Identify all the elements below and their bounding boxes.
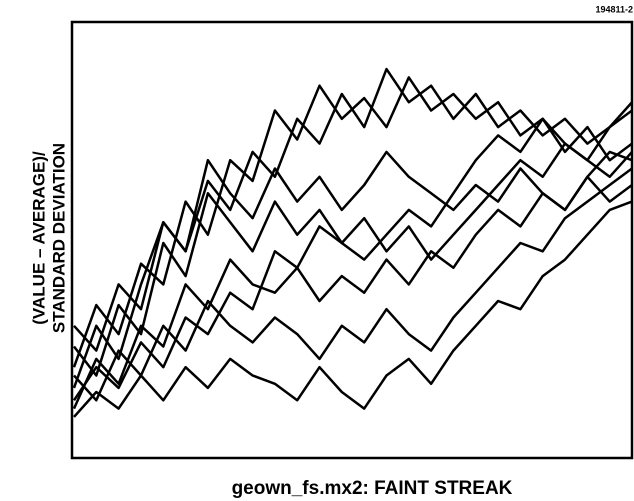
- y-axis-label: STANDARD DEVIATION: [49, 143, 68, 333]
- series-line: [73, 109, 632, 377]
- series-line: [72, 76, 632, 368]
- series-line: [73, 200, 632, 418]
- series-line: [72, 150, 632, 410]
- lines: [72, 67, 632, 418]
- figure-tag: 194811-2: [595, 4, 633, 14]
- y-axis-label: (VALUE – AVERAGE)/: [29, 151, 48, 325]
- plot-frame: [70, 20, 634, 460]
- series-line: [73, 167, 632, 402]
- series-line: [72, 117, 632, 401]
- x-axis-label: geown_fs.mx2: FAINT STREAK: [232, 478, 513, 499]
- series-line: [73, 150, 632, 352]
